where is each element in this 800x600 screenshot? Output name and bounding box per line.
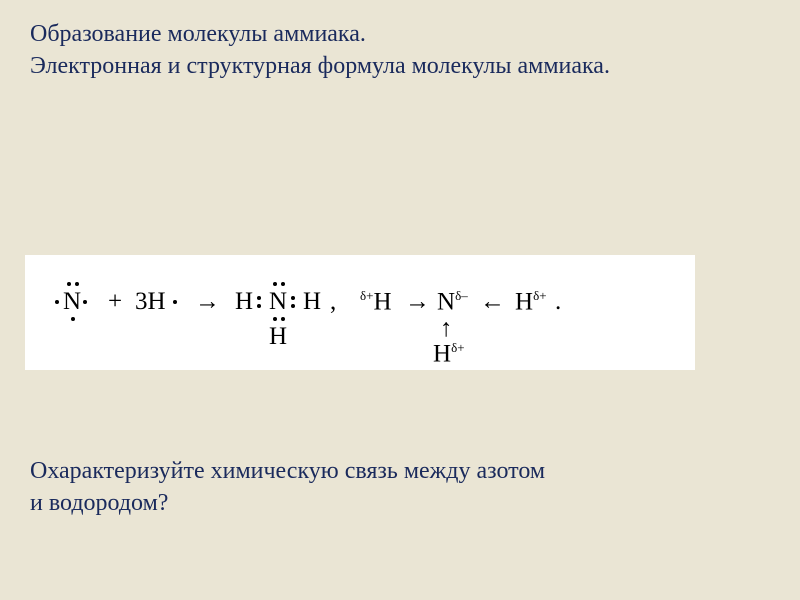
product-nitrogen: N — [269, 288, 287, 316]
dot — [71, 317, 75, 321]
reaction-arrow: → — [195, 288, 220, 316]
question-block: Охарактеризуйте химическую связь между а… — [30, 455, 770, 520]
dot — [75, 282, 79, 286]
title-line-2: Электронная и структурная формула молеку… — [30, 50, 770, 82]
dot — [257, 304, 261, 308]
struct-h2: Hδ+ — [515, 288, 547, 316]
title-line-1: Образование молекулы аммиака. — [30, 18, 770, 50]
product-h-bottom: H — [269, 323, 287, 351]
dot — [257, 296, 261, 300]
dot — [281, 317, 285, 321]
struct-h3: Hδ+ — [433, 340, 465, 368]
dot — [173, 300, 177, 304]
formula-content: N + 3H → H N H H , δ+H → Nδ– ← — [25, 255, 695, 370]
product-h-right: H — [303, 288, 321, 316]
question-line-1: Охарактеризуйте химическую связь между а… — [30, 455, 770, 487]
bond-arrow-2: ← — [480, 288, 505, 316]
bond-arrow-1: → — [405, 288, 430, 316]
reactant-hydrogen: 3H — [135, 288, 166, 316]
dot — [273, 282, 277, 286]
dot — [55, 300, 59, 304]
bond-arrow-up: ↑ — [440, 315, 453, 343]
dot — [83, 300, 87, 304]
formula-region: N + 3H → H N H H , δ+H → Nδ– ← — [25, 255, 695, 370]
title-block: Образование молекулы аммиака. Электронна… — [30, 18, 770, 83]
comma: , — [330, 288, 336, 316]
dot — [291, 296, 295, 300]
dot — [67, 282, 71, 286]
period: . — [555, 288, 561, 316]
dot — [273, 317, 277, 321]
question-line-2: и водородом? — [30, 487, 770, 519]
struct-h1: δ+H — [360, 288, 392, 316]
product-h-left: H — [235, 288, 253, 316]
struct-nitrogen: Nδ– — [437, 288, 468, 316]
dot — [281, 282, 285, 286]
reactant-nitrogen: N — [63, 288, 81, 316]
plus-sign: + — [108, 288, 122, 316]
dot — [291, 304, 295, 308]
